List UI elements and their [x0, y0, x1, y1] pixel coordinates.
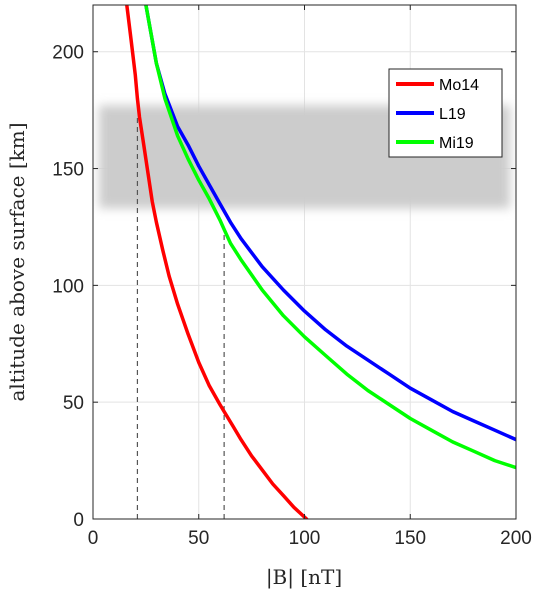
- x-tick-label: 200: [500, 528, 532, 549]
- y-tick-label: 0: [73, 510, 84, 531]
- y-tick-label: 150: [52, 160, 84, 181]
- y-tick-label: 100: [52, 276, 84, 297]
- y-axis-label: altitude above surface [km]: [5, 122, 29, 401]
- series-line-l19: [144, 5, 516, 442]
- x-axis-label: |B| [nT]: [266, 565, 342, 590]
- y-tick-label: 200: [52, 43, 84, 64]
- legend-label-l19: L19: [439, 106, 466, 123]
- ticks: [92, 5, 517, 520]
- x-tick-label: 150: [394, 528, 426, 549]
- x-tick-labels: 0 50 100 150 200: [88, 528, 532, 549]
- legend: Mo14 L19 Mi19: [388, 68, 503, 158]
- x-tick-label: 100: [289, 528, 321, 549]
- reference-lines: [136, 117, 225, 519]
- legend-label-mi19: Mi19: [439, 135, 474, 152]
- series-lines: [125, 5, 516, 519]
- y-tick-labels: 0 50 100 150 200: [52, 43, 84, 531]
- legend-label-mo14: Mo14: [439, 77, 479, 94]
- series-line-mi19: [144, 5, 516, 470]
- x-tick-label: 50: [188, 528, 209, 549]
- y-tick-label: 50: [63, 393, 84, 414]
- x-tick-label: 0: [88, 528, 99, 549]
- series-line-mo14: [125, 5, 309, 519]
